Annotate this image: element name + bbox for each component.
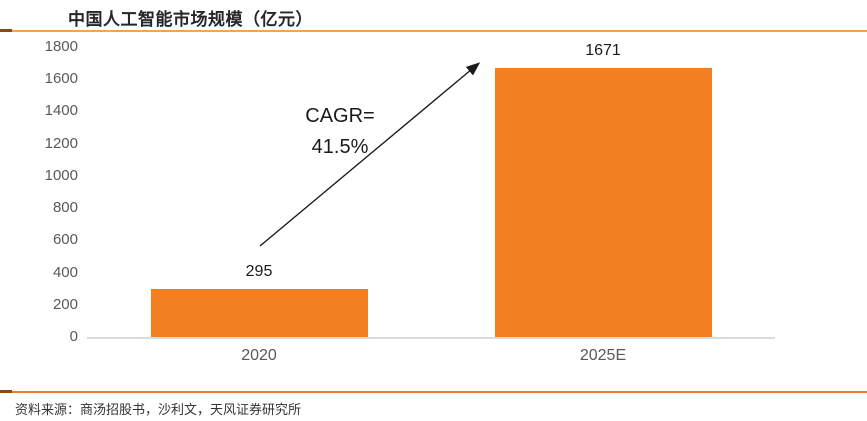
bottom-divider-line: [0, 391, 867, 393]
x-axis-label-2020: 2020: [241, 347, 277, 364]
y-axis-tick-label: 1200: [44, 134, 78, 152]
bar-value-label-2020: 295: [245, 263, 273, 280]
source-attribution: 资料来源：商汤招股书，沙利文，天风证券研究所: [15, 402, 302, 417]
y-axis-tick-label: 1600: [44, 70, 78, 88]
cagr-annotation-line2: 41.5%: [311, 136, 369, 158]
top-divider-accent: [0, 29, 12, 32]
y-axis-tick-label: 800: [52, 199, 78, 217]
bar-2020: [151, 289, 368, 337]
x-axis-label-2025E: 2025E: [579, 347, 627, 364]
y-axis-tick-label: 1000: [44, 166, 78, 184]
top-divider-line: [0, 30, 867, 32]
bottom-divider-accent: [0, 390, 12, 393]
y-axis-tick-label: 200: [52, 295, 78, 313]
y-axis-tick-label: 0: [69, 328, 78, 345]
chart-title: 中国人工智能市场规模（亿元）: [68, 10, 313, 29]
cagr-annotation: CAGR= 41.5%: [283, 101, 397, 163]
y-axis-tick-label: 600: [52, 231, 78, 249]
cagr-arrow: [259, 62, 481, 247]
y-axis-tick-label: 1800: [44, 38, 78, 55]
cagr-annotation-line1: CAGR=: [305, 105, 375, 127]
y-axis-tick-label: 1400: [44, 102, 78, 120]
x-axis-baseline: [87, 337, 775, 339]
bar-value-label-2025E: 1671: [585, 42, 621, 59]
bar-2025E: [495, 68, 712, 337]
y-axis-tick-label: 400: [52, 263, 78, 281]
